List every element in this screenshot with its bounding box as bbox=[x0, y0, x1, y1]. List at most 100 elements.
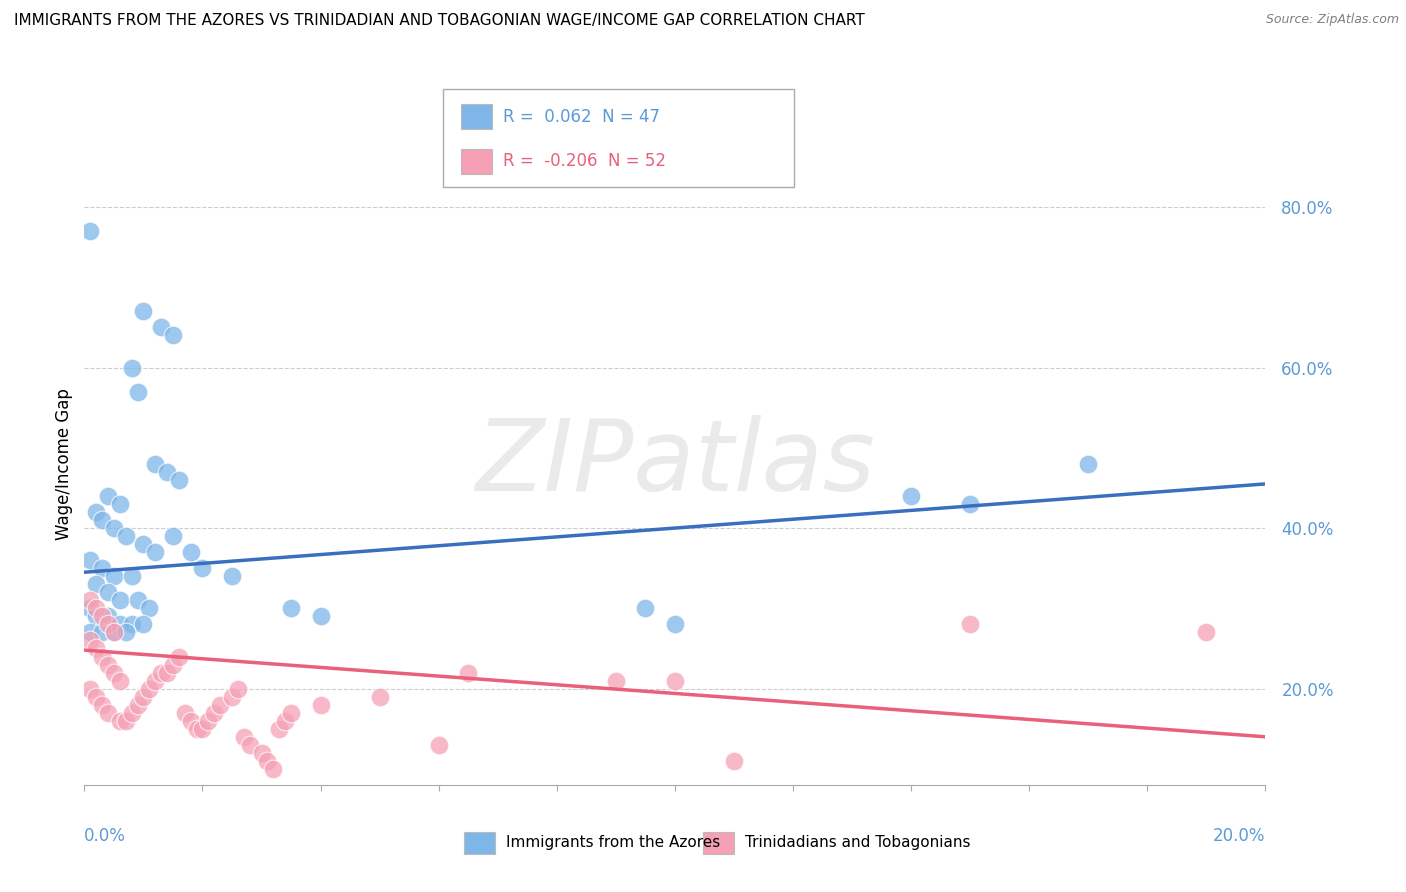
Point bbox=[84, 641, 107, 656]
Point bbox=[114, 529, 136, 543]
Point bbox=[269, 722, 291, 736]
Point bbox=[173, 706, 195, 720]
Text: R =  0.062  N = 47: R = 0.062 N = 47 bbox=[503, 108, 661, 126]
Point bbox=[91, 561, 114, 575]
Point bbox=[127, 384, 149, 399]
Point bbox=[108, 673, 131, 688]
Point bbox=[97, 617, 120, 632]
Point bbox=[91, 625, 114, 640]
Point bbox=[103, 521, 125, 535]
Point bbox=[262, 762, 284, 776]
Point bbox=[103, 625, 125, 640]
Text: Trinidadians and Tobagonians: Trinidadians and Tobagonians bbox=[745, 836, 970, 850]
Point bbox=[150, 665, 173, 680]
Point bbox=[84, 690, 107, 704]
Point bbox=[103, 665, 125, 680]
Point bbox=[108, 714, 131, 728]
Point bbox=[162, 529, 184, 543]
Text: Immigrants from the Azores: Immigrants from the Azores bbox=[506, 836, 720, 850]
Point bbox=[84, 577, 107, 591]
Point bbox=[79, 633, 101, 648]
Text: 20.0%: 20.0% bbox=[1213, 827, 1265, 845]
Point bbox=[84, 505, 107, 519]
Point bbox=[186, 722, 208, 736]
Point bbox=[197, 714, 219, 728]
Text: IMMIGRANTS FROM THE AZORES VS TRINIDADIAN AND TOBAGONIAN WAGE/INCOME GAP CORRELA: IMMIGRANTS FROM THE AZORES VS TRINIDADIA… bbox=[14, 13, 865, 29]
Point bbox=[221, 569, 243, 583]
Point bbox=[91, 649, 114, 664]
Point bbox=[309, 609, 332, 624]
Point bbox=[274, 714, 297, 728]
Point bbox=[959, 617, 981, 632]
Point bbox=[79, 224, 101, 238]
Point bbox=[202, 706, 225, 720]
Point bbox=[103, 625, 125, 640]
Point bbox=[127, 698, 149, 712]
Point bbox=[167, 473, 190, 487]
Point bbox=[97, 489, 120, 503]
Point bbox=[162, 657, 184, 672]
Point bbox=[79, 553, 101, 567]
Point bbox=[256, 754, 278, 768]
Point bbox=[97, 657, 120, 672]
Point bbox=[209, 698, 232, 712]
Point bbox=[368, 690, 391, 704]
Point bbox=[191, 561, 214, 575]
Point bbox=[132, 537, 155, 551]
Point bbox=[309, 698, 332, 712]
Point bbox=[180, 714, 202, 728]
Text: R =  -0.206  N = 52: R = -0.206 N = 52 bbox=[503, 153, 666, 170]
Point bbox=[108, 617, 131, 632]
Point bbox=[143, 457, 166, 471]
Point bbox=[427, 738, 450, 752]
Point bbox=[108, 497, 131, 511]
Point bbox=[150, 320, 173, 334]
Point bbox=[121, 360, 143, 375]
Point bbox=[79, 681, 101, 696]
Text: ZIPatlas: ZIPatlas bbox=[475, 416, 875, 512]
Point bbox=[162, 328, 184, 343]
Point bbox=[280, 706, 302, 720]
Point bbox=[239, 738, 262, 752]
Point bbox=[91, 513, 114, 527]
Point bbox=[91, 698, 114, 712]
Point bbox=[132, 617, 155, 632]
Point bbox=[121, 617, 143, 632]
Point bbox=[132, 690, 155, 704]
Text: 0.0%: 0.0% bbox=[84, 827, 127, 845]
Point bbox=[1077, 457, 1099, 471]
Point bbox=[121, 569, 143, 583]
Point bbox=[114, 625, 136, 640]
Point bbox=[221, 690, 243, 704]
Point bbox=[103, 569, 125, 583]
Point bbox=[226, 681, 249, 696]
Point bbox=[132, 304, 155, 318]
Point bbox=[180, 545, 202, 559]
Point bbox=[91, 609, 114, 624]
Point bbox=[121, 706, 143, 720]
Point bbox=[97, 706, 120, 720]
Point bbox=[250, 746, 273, 760]
Point bbox=[97, 609, 120, 624]
Point bbox=[457, 665, 479, 680]
Point bbox=[114, 714, 136, 728]
Point bbox=[191, 722, 214, 736]
Point bbox=[84, 609, 107, 624]
Point bbox=[84, 601, 107, 615]
Point bbox=[959, 497, 981, 511]
Point bbox=[900, 489, 922, 503]
Point bbox=[79, 601, 101, 615]
Point bbox=[156, 465, 179, 479]
Point bbox=[79, 625, 101, 640]
Point bbox=[664, 617, 686, 632]
Point bbox=[634, 601, 657, 615]
Point bbox=[723, 754, 745, 768]
Point bbox=[232, 730, 254, 744]
Point bbox=[664, 673, 686, 688]
Point bbox=[108, 593, 131, 607]
Point bbox=[79, 593, 101, 607]
Text: Source: ZipAtlas.com: Source: ZipAtlas.com bbox=[1265, 13, 1399, 27]
Point bbox=[138, 681, 160, 696]
Point bbox=[138, 601, 160, 615]
Point bbox=[127, 593, 149, 607]
